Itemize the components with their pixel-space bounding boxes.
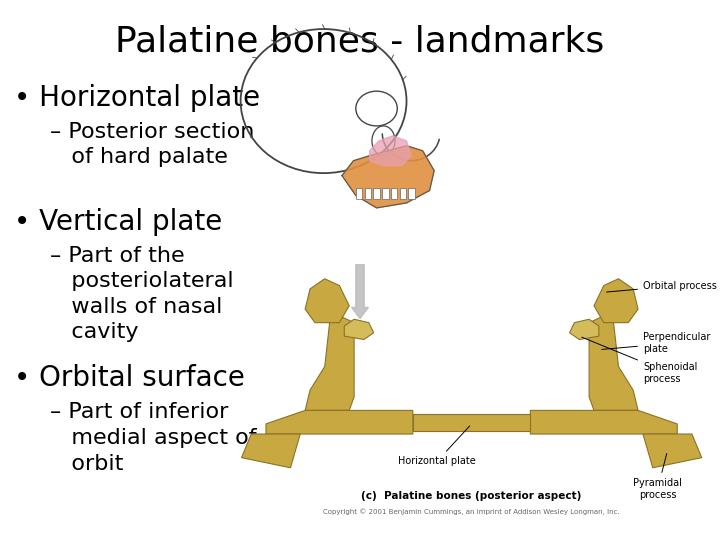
Polygon shape (570, 319, 599, 340)
Bar (391, 188, 397, 199)
Bar (400, 188, 406, 199)
Text: • Orbital surface: • Orbital surface (14, 364, 246, 393)
Polygon shape (305, 279, 349, 322)
Polygon shape (266, 410, 413, 434)
Polygon shape (643, 434, 702, 468)
Polygon shape (342, 146, 434, 208)
Text: Pyramidal
process: Pyramidal process (633, 454, 682, 500)
Text: Perpendicular
plate: Perpendicular plate (602, 332, 711, 354)
Text: – Part of inferior
   medial aspect of
   orbit: – Part of inferior medial aspect of orbi… (50, 402, 257, 474)
Polygon shape (589, 316, 638, 410)
Text: • Vertical plate: • Vertical plate (14, 208, 222, 236)
Text: Copyright © 2001 Benjamin Cummings, an imprint of Addison Wesley Longman, Inc.: Copyright © 2001 Benjamin Cummings, an i… (323, 508, 620, 515)
Polygon shape (531, 410, 678, 434)
Bar (382, 188, 389, 199)
Text: Horizontal plate: Horizontal plate (398, 426, 476, 466)
Bar (374, 188, 379, 199)
Bar (364, 188, 371, 199)
Polygon shape (413, 414, 531, 431)
Polygon shape (344, 319, 374, 340)
Text: – Posterior section
   of hard palate: – Posterior section of hard palate (50, 122, 255, 167)
Polygon shape (305, 316, 354, 410)
Text: – Part of the
   posteriolateral
   walls of nasal
   cavity: – Part of the posteriolateral walls of n… (50, 246, 234, 342)
Polygon shape (369, 136, 411, 166)
Text: (c)  Palatine bones (posterior aspect): (c) Palatine bones (posterior aspect) (361, 491, 582, 502)
Text: Sphenoidal
process: Sphenoidal process (582, 337, 698, 384)
Text: Orbital process: Orbital process (606, 280, 717, 292)
Text: • Horizontal plate: • Horizontal plate (14, 84, 261, 112)
Text: Palatine bones - landmarks: Palatine bones - landmarks (115, 24, 605, 58)
Polygon shape (594, 279, 638, 322)
Polygon shape (241, 434, 300, 468)
Bar (408, 188, 415, 199)
Bar (356, 188, 362, 199)
